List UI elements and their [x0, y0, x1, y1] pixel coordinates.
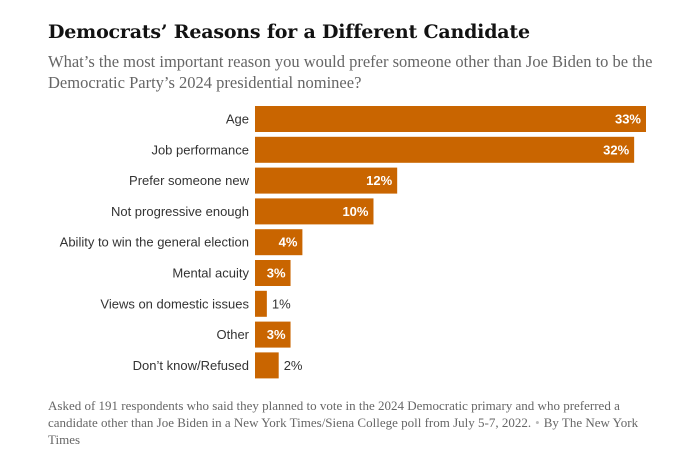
bar-not-progressive-enough	[255, 198, 374, 225]
category-label-prefer-someone-new: Prefer someone new	[129, 173, 250, 188]
category-label-job-performance: Job performance	[151, 142, 249, 157]
chart-title: Democrats’ Reasons for a Different Candi…	[48, 21, 530, 43]
bar-views-on-domestic-issues	[255, 290, 267, 317]
bar-chart: Age 33% Job performance 32% Prefer someone n…	[60, 106, 646, 379]
footnote-text: Asked of 191 respondents who said they p…	[48, 398, 620, 430]
category-label-ability-to-win-the-general-election: Ability to win the general election	[60, 235, 249, 250]
bar-mental-acuity	[255, 260, 291, 286]
value-label-prefer-someone-new: 12%	[366, 173, 392, 188]
value-label-job-performance: 32%	[603, 142, 629, 157]
chart-subtitle: What’s the most important reason you wou…	[48, 52, 653, 92]
category-label-mental-acuity: Mental acuity	[172, 266, 249, 281]
value-label-mental-acuity: 3%	[267, 266, 286, 281]
category-label-other: Other	[216, 327, 249, 342]
category-label-views-on-domestic-issues: Views on domestic issues	[100, 296, 249, 311]
category-label-don-t-know-refused: Don’t know/Refused	[133, 358, 249, 373]
bar-job-performance	[255, 136, 635, 163]
footnote-credit: By The New York Times	[48, 415, 639, 447]
value-label-ability-to-win-the-general-election: 4%	[279, 235, 298, 250]
category-label-not-progressive-enough: Not progressive enough	[111, 204, 249, 219]
bar-prefer-someone-new	[255, 167, 398, 194]
bar-other	[255, 321, 291, 348]
bar-don-t-know-refused	[255, 352, 279, 379]
bar-age	[255, 106, 646, 132]
category-label-age: Age	[226, 112, 249, 127]
value-label-age: 33%	[615, 112, 641, 127]
separator-dot: •	[535, 415, 540, 430]
chart-footnote: Asked of 191 respondents who said they p…	[48, 397, 648, 448]
bar-ability-to-win-the-general-election	[255, 229, 303, 256]
value-label-don-t-know-refused: 2%	[284, 358, 303, 373]
value-label-other: 3%	[267, 327, 286, 342]
value-label-not-progressive-enough: 10%	[342, 204, 368, 219]
value-label-views-on-domestic-issues: 1%	[272, 296, 291, 311]
